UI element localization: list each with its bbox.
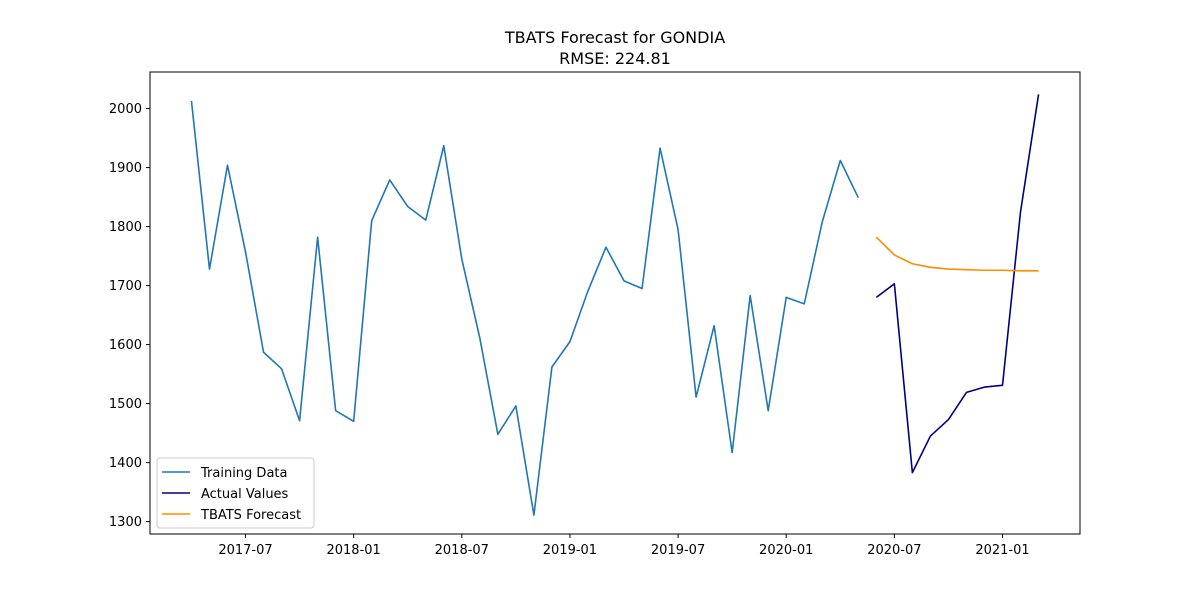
series-line-actual-values	[875, 94, 1040, 474]
y-tick-label: 2000	[109, 102, 142, 117]
x-tick-label: 2019-01	[543, 543, 597, 558]
legend: Training Data Actual Values TBATS Foreca…	[156, 457, 315, 529]
x-axis: 2017-07 2018-01 2018-07 2019-01 2019-07 2020-…	[218, 534, 1030, 558]
legend-label-training: Training Data	[200, 466, 287, 481]
y-axis: 1300 1400 1500 1600 1700 1800 1900 2000	[109, 102, 150, 530]
chart-title: TBATS Forecast for GONDIA	[504, 28, 725, 47]
legend-label-forecast: TBATS Forecast	[200, 508, 301, 523]
x-tick-label: 2021-01	[975, 543, 1029, 558]
x-tick-label: 2017-07	[218, 543, 272, 558]
chart-subtitle: RMSE: 224.81	[559, 49, 671, 68]
y-tick-label: 1300	[109, 515, 142, 530]
legend-label-actual: Actual Values	[201, 487, 289, 502]
x-tick-label: 2020-01	[759, 543, 813, 558]
legend-box	[156, 457, 315, 529]
y-tick-label: 1800	[109, 220, 142, 235]
x-tick-label: 2018-07	[435, 543, 489, 558]
series-line-training-data	[190, 100, 860, 516]
series-line-tbats-forecast	[875, 236, 1039, 272]
x-tick-label: 2019-07	[651, 543, 705, 558]
x-tick-label: 2018-01	[326, 543, 380, 558]
plot-area	[190, 94, 1040, 516]
y-tick-label: 1900	[109, 161, 142, 176]
y-tick-label: 1500	[109, 397, 142, 412]
x-tick-label: 2020-07	[867, 543, 921, 558]
y-tick-label: 1400	[109, 456, 142, 471]
y-tick-label: 1600	[109, 338, 142, 353]
plot-frame	[149, 71, 1081, 535]
y-tick-label: 1700	[109, 279, 142, 294]
